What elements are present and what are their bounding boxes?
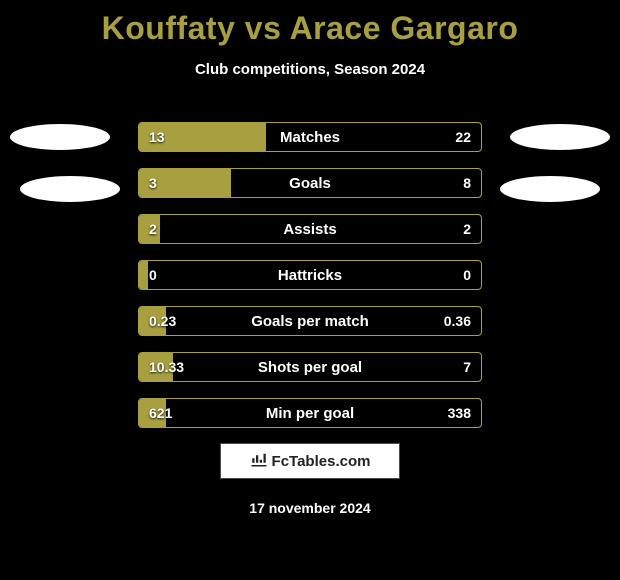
decorative-ellipse [500,176,600,202]
stat-bar: 0Hattricks0 [138,260,482,290]
stat-label: Assists [139,215,481,243]
stat-label: Goals [139,169,481,197]
stat-right-value: 0 [463,261,471,289]
decorative-ellipse [510,124,610,150]
decorative-ellipse [10,124,110,150]
stats-bars: 13Matches22 3Goals8 2Assists2 0Hattricks0 0.… [138,122,482,444]
stat-label: Matches [139,123,481,151]
stat-label: Goals per match [139,307,481,335]
stat-bar: 3Goals8 [138,168,482,198]
subtitle: Club competitions, Season 2024 [0,61,620,78]
stat-bar: 621Min per goal338 [138,398,482,428]
decorative-ellipse [20,176,120,202]
branding-text: FcTables.com [272,453,371,470]
stat-right-value: 22 [455,123,471,151]
chart-icon [250,450,268,472]
stat-label: Shots per goal [139,353,481,381]
date-label: 17 november 2024 [0,500,620,516]
stat-label: Min per goal [139,399,481,427]
stat-bar: 0.23Goals per match0.36 [138,306,482,336]
stat-right-value: 2 [463,215,471,243]
stat-bar: 10.33Shots per goal7 [138,352,482,382]
stat-right-value: 338 [448,399,471,427]
stat-bar: 2Assists2 [138,214,482,244]
branding-badge: FcTables.com [220,443,400,479]
stat-label: Hattricks [139,261,481,289]
stat-right-value: 8 [463,169,471,197]
stat-right-value: 7 [463,353,471,381]
stat-bar: 13Matches22 [138,122,482,152]
page-title: Kouffaty vs Arace Gargaro [0,0,620,47]
stat-right-value: 0.36 [444,307,471,335]
